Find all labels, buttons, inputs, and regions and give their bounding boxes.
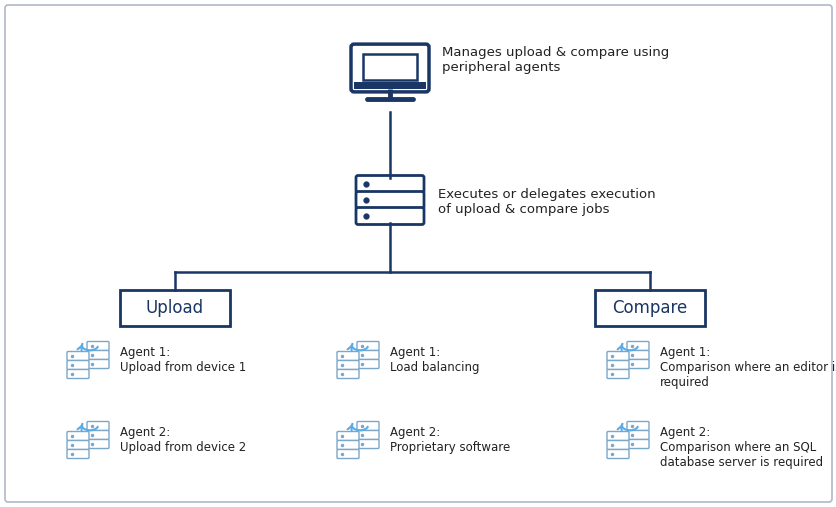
FancyBboxPatch shape: [120, 290, 230, 326]
FancyBboxPatch shape: [67, 360, 89, 370]
FancyBboxPatch shape: [606, 441, 628, 450]
FancyBboxPatch shape: [87, 430, 109, 440]
FancyBboxPatch shape: [357, 430, 379, 440]
FancyBboxPatch shape: [337, 370, 359, 379]
FancyBboxPatch shape: [87, 359, 109, 369]
Text: Agent 2:
Upload from device 2: Agent 2: Upload from device 2: [120, 426, 246, 454]
FancyBboxPatch shape: [67, 441, 89, 450]
FancyBboxPatch shape: [337, 450, 359, 458]
FancyBboxPatch shape: [362, 54, 417, 80]
FancyBboxPatch shape: [626, 421, 648, 430]
FancyBboxPatch shape: [594, 290, 704, 326]
Text: Executes or delegates execution
of upload & compare jobs: Executes or delegates execution of uploa…: [437, 188, 655, 216]
FancyBboxPatch shape: [337, 360, 359, 370]
FancyBboxPatch shape: [67, 450, 89, 458]
FancyBboxPatch shape: [626, 440, 648, 449]
FancyBboxPatch shape: [355, 207, 424, 225]
FancyBboxPatch shape: [337, 441, 359, 450]
Text: Compare: Compare: [612, 299, 687, 317]
FancyBboxPatch shape: [357, 440, 379, 449]
Text: Agent 1:
Load balancing: Agent 1: Load balancing: [390, 346, 479, 374]
FancyBboxPatch shape: [87, 440, 109, 449]
FancyBboxPatch shape: [626, 350, 648, 359]
FancyBboxPatch shape: [87, 350, 109, 359]
FancyBboxPatch shape: [626, 342, 648, 350]
FancyBboxPatch shape: [337, 431, 359, 441]
FancyBboxPatch shape: [606, 360, 628, 370]
FancyBboxPatch shape: [357, 342, 379, 350]
FancyBboxPatch shape: [67, 351, 89, 360]
FancyBboxPatch shape: [606, 351, 628, 360]
FancyBboxPatch shape: [357, 421, 379, 430]
FancyBboxPatch shape: [626, 359, 648, 369]
Text: Agent 2:
Comparison where an SQL
database server is required: Agent 2: Comparison where an SQL databas…: [660, 426, 822, 469]
FancyBboxPatch shape: [606, 450, 628, 458]
FancyBboxPatch shape: [87, 421, 109, 430]
Text: Agent 2:
Proprietary software: Agent 2: Proprietary software: [390, 426, 510, 454]
Text: Agent 1:
Upload from device 1: Agent 1: Upload from device 1: [120, 346, 246, 374]
Text: Agent 1:
Comparison where an editor is
required: Agent 1: Comparison where an editor is r…: [660, 346, 836, 389]
FancyBboxPatch shape: [67, 370, 89, 379]
FancyBboxPatch shape: [67, 431, 89, 441]
FancyBboxPatch shape: [606, 370, 628, 379]
FancyBboxPatch shape: [350, 44, 429, 92]
FancyBboxPatch shape: [87, 342, 109, 350]
FancyBboxPatch shape: [626, 430, 648, 440]
FancyBboxPatch shape: [355, 175, 424, 193]
FancyBboxPatch shape: [606, 431, 628, 441]
FancyBboxPatch shape: [354, 82, 426, 89]
FancyBboxPatch shape: [357, 359, 379, 369]
FancyBboxPatch shape: [5, 5, 831, 502]
Text: Manages upload & compare using
peripheral agents: Manages upload & compare using periphera…: [441, 46, 669, 74]
FancyBboxPatch shape: [357, 350, 379, 359]
Text: Upload: Upload: [145, 299, 204, 317]
FancyBboxPatch shape: [337, 351, 359, 360]
FancyBboxPatch shape: [355, 192, 424, 208]
